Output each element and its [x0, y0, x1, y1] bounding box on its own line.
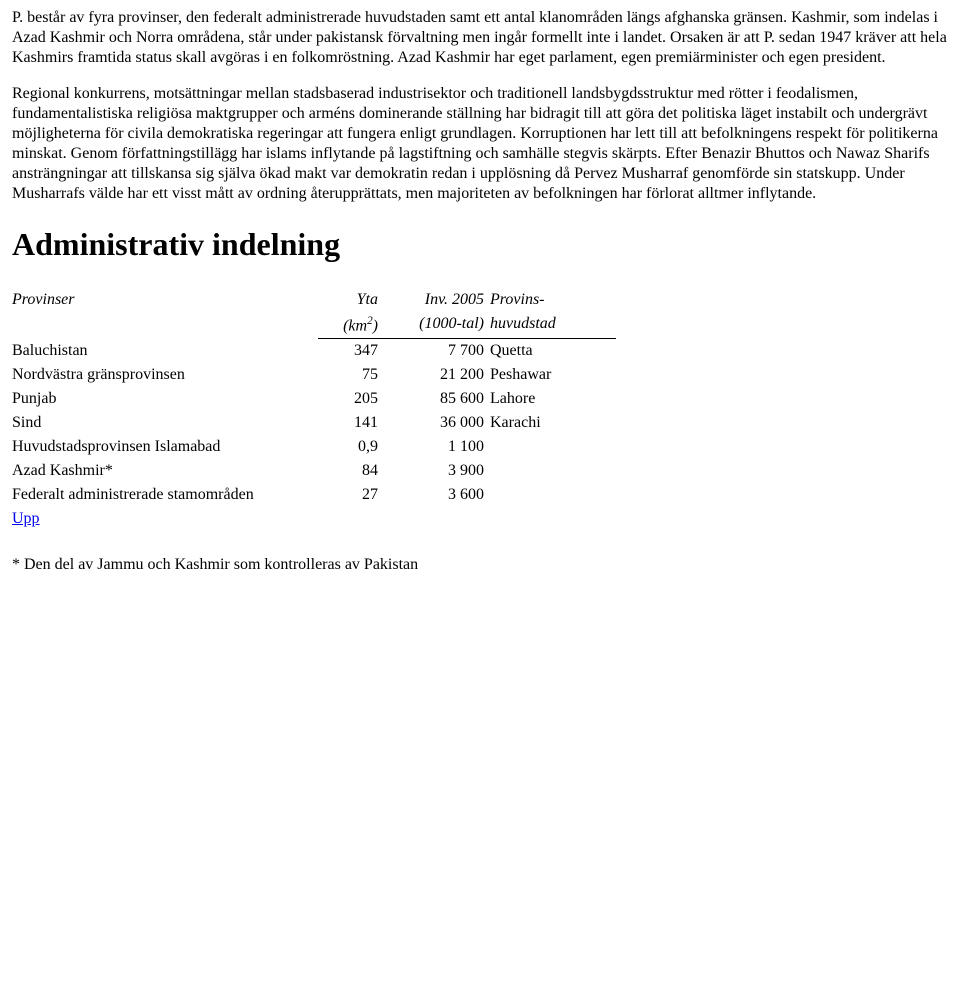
- header-pop-1: Inv. 2005: [384, 288, 490, 312]
- table-row: Huvudstadsprovinsen Islamabad 0,9 1 100: [12, 435, 616, 459]
- cell-area: 205: [318, 387, 384, 411]
- cell-capital: Quetta: [490, 339, 616, 364]
- header-pop-2: (1000-tal): [384, 312, 490, 339]
- cell-pop: 3 600: [384, 483, 490, 507]
- cell-capital: [490, 435, 616, 459]
- cell-province: Sind: [12, 411, 318, 435]
- table-row: Baluchistan 347 7 700 Quetta: [12, 339, 616, 364]
- cell-province: Federalt administrerade stamområden: [12, 483, 318, 507]
- provinces-table: Provinser Yta Inv. 2005 Provins- (km2) (…: [12, 288, 616, 531]
- table-row: Federalt administrerade stamområden 27 3…: [12, 483, 616, 507]
- cell-pop: 7 700: [384, 339, 490, 364]
- header-capital-2: huvudstad: [490, 312, 616, 339]
- header-capital-1: Provins-: [490, 288, 616, 312]
- table-link-row: Upp: [12, 507, 616, 531]
- header-area-1: Yta: [318, 288, 384, 312]
- footnote: * Den del av Jammu och Kashmir som kontr…: [12, 555, 948, 575]
- header-provinces: Provinser: [12, 288, 318, 339]
- cell-province: Azad Kashmir*: [12, 459, 318, 483]
- table-row: Azad Kashmir* 84 3 900: [12, 459, 616, 483]
- cell-province: Punjab: [12, 387, 318, 411]
- cell-area: 141: [318, 411, 384, 435]
- cell-pop: 3 900: [384, 459, 490, 483]
- upp-link[interactable]: Upp: [12, 510, 40, 527]
- cell-pop: 1 100: [384, 435, 490, 459]
- cell-area: 0,9: [318, 435, 384, 459]
- cell-area: 347: [318, 339, 384, 364]
- cell-capital: Peshawar: [490, 363, 616, 387]
- cell-province: Nordvästra gränsprovinsen: [12, 363, 318, 387]
- cell-area: 84: [318, 459, 384, 483]
- header-area-2: (km2): [318, 312, 384, 339]
- paragraph-1: P. består av fyra provinser, den federal…: [12, 8, 948, 68]
- cell-pop: 85 600: [384, 387, 490, 411]
- cell-pop: 21 200: [384, 363, 490, 387]
- table-row: Sind 141 36 000 Karachi: [12, 411, 616, 435]
- cell-province: Huvudstadsprovinsen Islamabad: [12, 435, 318, 459]
- cell-capital: [490, 459, 616, 483]
- cell-province: Baluchistan: [12, 339, 318, 364]
- section-heading: Administrativ indelning: [12, 224, 948, 264]
- cell-capital: Karachi: [490, 411, 616, 435]
- table-row: Punjab 205 85 600 Lahore: [12, 387, 616, 411]
- cell-capital: [490, 483, 616, 507]
- paragraph-2: Regional konkurrens, motsättningar mella…: [12, 84, 948, 204]
- cell-pop: 36 000: [384, 411, 490, 435]
- cell-capital: Lahore: [490, 387, 616, 411]
- cell-area: 27: [318, 483, 384, 507]
- cell-area: 75: [318, 363, 384, 387]
- table-row: Nordvästra gränsprovinsen 75 21 200 Pesh…: [12, 363, 616, 387]
